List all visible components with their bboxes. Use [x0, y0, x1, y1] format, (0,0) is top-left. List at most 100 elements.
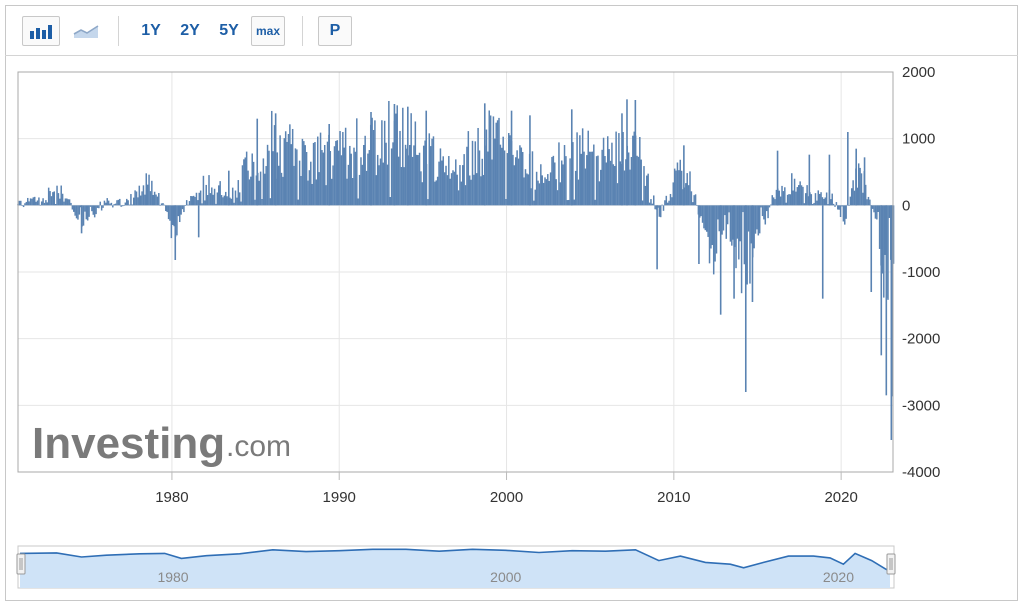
bar	[54, 203, 57, 206]
bar	[676, 162, 679, 206]
bar	[240, 201, 242, 206]
range-2y-button[interactable]: 2Y	[180, 22, 200, 39]
bar	[488, 110, 490, 206]
bar	[551, 157, 553, 206]
bar	[64, 198, 67, 206]
bar	[502, 136, 504, 206]
bar	[671, 197, 673, 206]
bar	[719, 205, 722, 315]
bar	[499, 144, 502, 206]
bar	[639, 137, 641, 206]
bar	[692, 202, 694, 206]
bar	[839, 205, 842, 218]
bar	[581, 128, 584, 206]
y-tick-label: 0	[902, 197, 910, 214]
range-max-button[interactable]: max	[251, 16, 285, 46]
bar	[360, 157, 362, 206]
line-chart-button[interactable]	[68, 16, 104, 46]
bar	[641, 200, 644, 206]
bar	[357, 198, 359, 206]
bar	[855, 148, 857, 206]
bar	[268, 150, 270, 206]
watermark-suffix: .com	[226, 430, 291, 463]
bar	[422, 145, 425, 206]
bar	[708, 205, 711, 264]
navigator-handle[interactable]	[16, 553, 26, 575]
bar	[460, 181, 463, 206]
bar	[234, 190, 237, 206]
bar	[758, 205, 761, 234]
navigator-handle[interactable]	[886, 553, 896, 575]
bar	[540, 164, 542, 206]
bar	[371, 117, 373, 206]
bar	[534, 189, 536, 206]
navigator-label: 2000	[490, 569, 521, 585]
bar	[747, 205, 750, 232]
bar	[764, 205, 767, 225]
bar	[124, 202, 127, 206]
range-1y-button[interactable]: 1Y	[141, 22, 161, 39]
bar	[105, 202, 107, 206]
bar	[679, 159, 681, 206]
bar	[533, 200, 535, 206]
bar	[712, 205, 715, 275]
y-tick-label: 1000	[902, 131, 935, 148]
bar	[347, 164, 350, 206]
bar	[218, 185, 220, 206]
bar	[689, 171, 691, 206]
bar	[392, 142, 394, 206]
bar	[349, 145, 351, 206]
bar	[541, 175, 543, 206]
bar	[710, 205, 712, 249]
range-navigator[interactable]: 1980 2000 2020	[10, 540, 908, 590]
bar	[314, 142, 316, 206]
bar	[807, 196, 810, 206]
bar	[467, 131, 470, 206]
bar	[750, 205, 753, 244]
bar	[167, 205, 170, 220]
bar	[208, 175, 210, 206]
bar	[832, 203, 835, 206]
bar	[298, 160, 301, 206]
bar	[640, 159, 642, 206]
bar	[471, 140, 474, 206]
x-tick-label: 1980	[155, 489, 188, 506]
bar	[417, 155, 419, 206]
bar	[237, 180, 240, 206]
bar-chart-button[interactable]	[22, 16, 60, 46]
range-5y-button[interactable]: 5Y	[219, 22, 239, 39]
bar	[731, 205, 733, 246]
bar	[205, 184, 207, 206]
bar	[470, 179, 472, 206]
bar	[583, 151, 585, 206]
bar	[576, 132, 578, 206]
bar	[682, 189, 684, 206]
bar	[705, 205, 708, 232]
bar	[612, 164, 615, 206]
bar	[335, 140, 337, 206]
bar	[520, 147, 523, 206]
bar	[148, 174, 150, 206]
bar	[411, 156, 414, 206]
bar	[125, 198, 128, 206]
bar	[436, 176, 439, 206]
bar	[657, 205, 659, 208]
bar	[654, 205, 656, 210]
bar	[215, 203, 217, 206]
bar	[802, 186, 804, 206]
bar	[144, 194, 146, 206]
bar	[77, 205, 79, 220]
bar	[672, 182, 675, 206]
bar	[317, 136, 319, 206]
bar	[569, 158, 571, 206]
bar	[106, 198, 108, 206]
bar	[866, 199, 868, 206]
bar	[170, 205, 173, 239]
p-button[interactable]: P	[318, 16, 352, 46]
bar	[770, 204, 772, 206]
bar	[117, 199, 120, 206]
bar	[261, 199, 263, 206]
bar	[209, 193, 212, 206]
bar	[330, 178, 333, 206]
bar	[425, 110, 428, 206]
